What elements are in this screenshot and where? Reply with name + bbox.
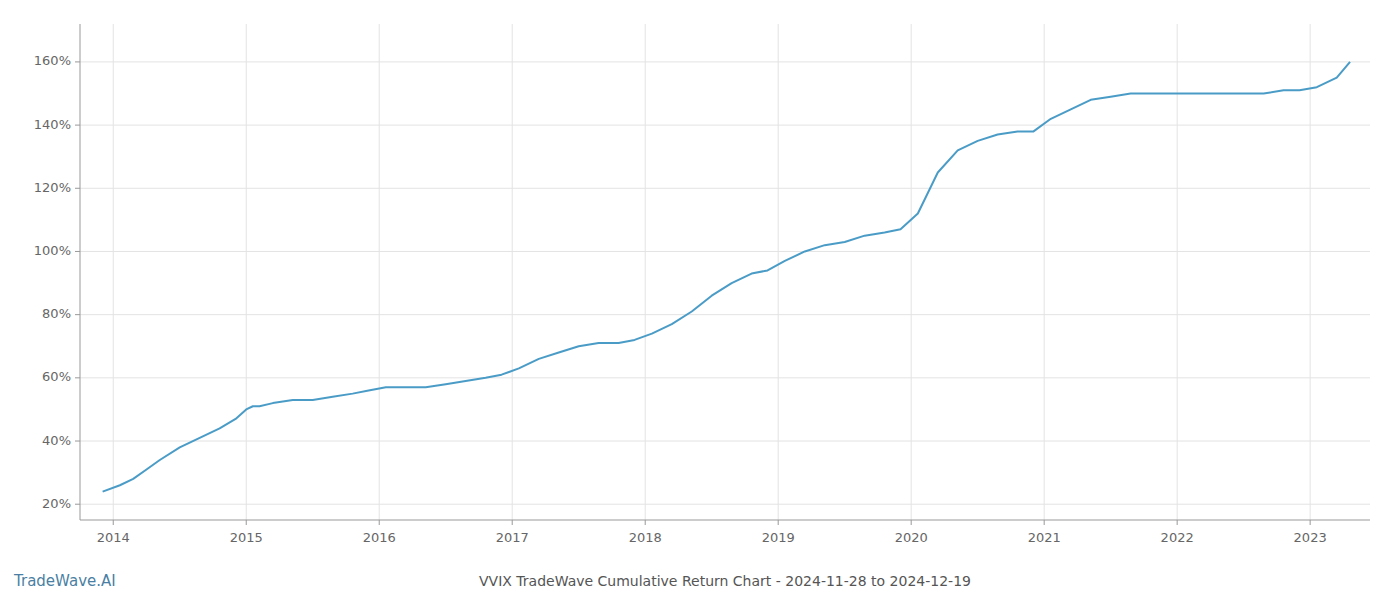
y-grid-line bbox=[80, 314, 1370, 315]
y-tick bbox=[75, 125, 80, 126]
y-tick bbox=[75, 251, 80, 252]
x-grid-line bbox=[911, 24, 912, 520]
x-tick bbox=[1044, 520, 1045, 525]
x-grid-line bbox=[379, 24, 380, 520]
x-grid-line bbox=[1310, 24, 1311, 520]
x-grid-line bbox=[1044, 24, 1045, 520]
x-tick-label: 2023 bbox=[1294, 530, 1327, 545]
watermark: TradeWave.AI bbox=[13, 572, 116, 590]
x-grid-line bbox=[645, 24, 646, 520]
line bbox=[103, 62, 1350, 492]
y-grid-line bbox=[80, 441, 1370, 442]
x-grid-line bbox=[778, 24, 779, 520]
x-tick bbox=[512, 520, 513, 525]
y-axis-line bbox=[80, 24, 81, 520]
chart: 20% 40% 60% 80% 100% 120% 140% 160% 2014 2015 2016… bbox=[0, 0, 1400, 600]
x-tick-label: 2018 bbox=[629, 530, 662, 545]
x-tick-label: 2016 bbox=[363, 530, 396, 545]
x-tick bbox=[1310, 520, 1311, 525]
x-tick bbox=[1177, 520, 1178, 525]
x-grid-line bbox=[113, 24, 114, 520]
y-tick bbox=[75, 61, 80, 62]
y-tick bbox=[75, 441, 80, 442]
y-tick bbox=[75, 188, 80, 189]
y-tick-label: 20% bbox=[42, 496, 71, 511]
x-tick bbox=[911, 520, 912, 525]
y-tick bbox=[75, 377, 80, 378]
x-tick bbox=[113, 520, 114, 525]
y-grid-line bbox=[80, 377, 1370, 378]
x-tick-label: 2022 bbox=[1161, 530, 1194, 545]
y-grid-line bbox=[80, 61, 1370, 62]
x-tick-label: 2015 bbox=[230, 530, 263, 545]
y-grid-line bbox=[80, 125, 1370, 126]
y-tick-label: 40% bbox=[42, 433, 71, 448]
x-grid-line bbox=[1177, 24, 1178, 520]
x-grid-line bbox=[246, 24, 247, 520]
x-axis-line bbox=[80, 520, 1370, 521]
y-tick-label: 100% bbox=[34, 243, 71, 258]
y-tick-label: 80% bbox=[42, 306, 71, 321]
y-tick bbox=[75, 504, 80, 505]
y-tick bbox=[75, 314, 80, 315]
y-tick-label: 60% bbox=[42, 369, 71, 384]
x-tick-label: 2020 bbox=[895, 530, 928, 545]
y-grid-line bbox=[80, 504, 1370, 505]
x-tick bbox=[778, 520, 779, 525]
x-tick bbox=[645, 520, 646, 525]
x-tick-label: 2019 bbox=[762, 530, 795, 545]
background bbox=[0, 0, 1400, 600]
x-tick bbox=[246, 520, 247, 525]
x-tick-label: 2021 bbox=[1028, 530, 1061, 545]
plot-area bbox=[103, 62, 1350, 492]
y-tick-label: 140% bbox=[34, 117, 71, 132]
x-tick-label: 2014 bbox=[97, 530, 130, 545]
title: VVIX TradeWave Cumulative Return Chart -… bbox=[479, 573, 971, 589]
y-grid-line bbox=[80, 251, 1370, 252]
y-grid-line bbox=[80, 188, 1370, 189]
grid bbox=[80, 24, 1370, 520]
y-tick-label: 160% bbox=[34, 53, 71, 68]
x-tick bbox=[379, 520, 380, 525]
x-grid-line bbox=[512, 24, 513, 520]
x-tick-label: 2017 bbox=[496, 530, 529, 545]
y-tick-label: 120% bbox=[34, 180, 71, 195]
